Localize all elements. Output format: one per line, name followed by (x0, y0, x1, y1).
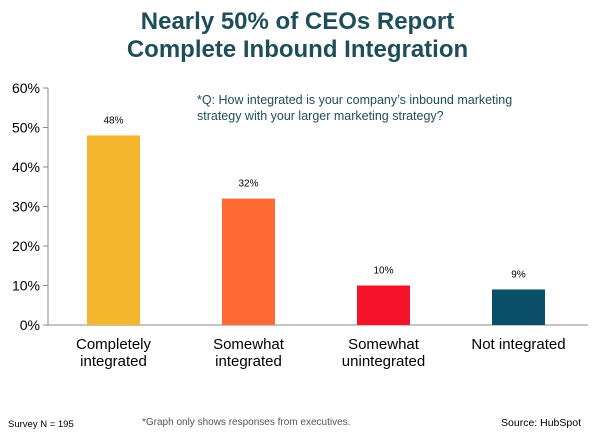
x-category-label: Completely integrated (76, 336, 152, 370)
x-category-label: Not integrated (471, 336, 565, 353)
chart-bars: 48% 32% 10% 9% (87, 115, 545, 325)
y-tick-label: 50% (12, 120, 40, 136)
x-category-label-line: Not integrated (471, 336, 565, 353)
x-category-label-line: integrated (215, 353, 282, 370)
chart-title: Nearly 50% of CEOs Report Complete Inbou… (0, 8, 595, 64)
bar (222, 198, 275, 325)
y-tick-label: 20% (12, 238, 40, 254)
y-tick-label: 0% (20, 317, 40, 333)
chart-title-line-2: Complete Inbound Integration (126, 36, 469, 63)
survey-size-note: Survey N = 195 (8, 419, 74, 430)
bar-value-label: 9% (511, 269, 526, 280)
chart-axes: 0%10%20%30%40%50%60%Completely integrated… (12, 80, 588, 370)
bar (357, 285, 410, 325)
y-tick-label: 40% (12, 159, 40, 175)
source-note: Source: HubSpot (501, 417, 581, 429)
x-category-label-line: integrated (80, 353, 147, 370)
question-line-2: strategy with your larger marketing stra… (197, 109, 444, 123)
x-category-label-line: unintegrated (342, 353, 425, 370)
x-category-label-line: Somewhat (213, 336, 285, 353)
bar (87, 135, 140, 325)
x-category-label-line: Completely (76, 336, 152, 353)
x-category-label: Somewhat integrated (213, 336, 285, 370)
x-category-label-line: Somewhat (348, 336, 420, 353)
chart-title-line-1: Nearly 50% of CEOs Report (140, 8, 455, 35)
question-line-1: *Q: How integrated is your company’s inb… (197, 93, 512, 107)
bar-value-label: 10% (373, 266, 393, 277)
y-tick-label: 30% (12, 199, 40, 215)
y-tick-label: 10% (12, 278, 40, 294)
bar-value-label: 48% (103, 115, 123, 126)
executives-footnote: *Graph only shows responses from executi… (142, 417, 351, 428)
bar-value-label: 32% (238, 179, 258, 190)
y-tick-label: 60% (12, 80, 40, 96)
bar (492, 289, 545, 325)
x-category-label: Somewhat unintegrated (342, 336, 425, 370)
